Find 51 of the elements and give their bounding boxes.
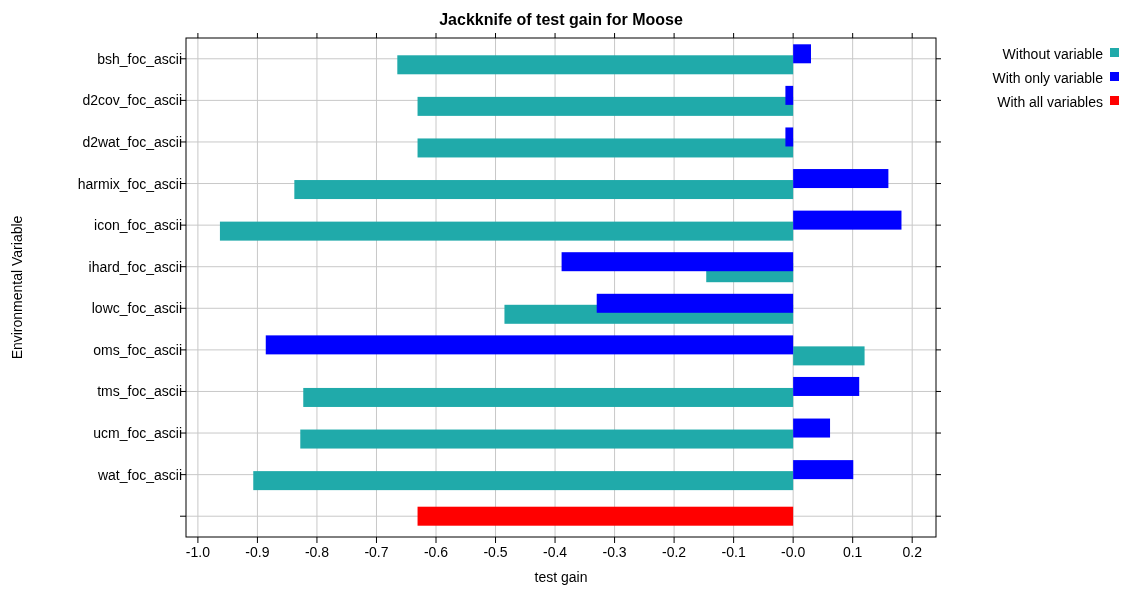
bar — [793, 418, 831, 438]
y-tick-label: icon_foc_ascii — [94, 217, 182, 234]
y-tick-label: lowc_foc_ascii — [91, 300, 182, 317]
x-tick-label: -0.2 — [662, 544, 687, 560]
x-tick-label: 0.2 — [902, 544, 923, 560]
y-tick-label: oms_foc_ascii — [93, 341, 182, 358]
legend-label: With only variable — [992, 70, 1104, 86]
y-tick-label: wat_foc_ascii — [96, 466, 182, 483]
bar — [397, 55, 794, 75]
bar — [294, 180, 794, 200]
bar — [793, 346, 865, 366]
bar — [793, 44, 811, 64]
bar — [561, 252, 794, 272]
x-tick-label: -0.4 — [542, 544, 568, 560]
bar — [785, 127, 794, 147]
y-tick-label: d2wat_foc_ascii — [82, 133, 182, 150]
bar — [303, 387, 794, 407]
bar — [596, 293, 794, 313]
y-tick-label: ihard_foc_ascii — [88, 258, 182, 275]
bar — [793, 460, 854, 480]
bar — [793, 376, 860, 396]
bar — [785, 85, 794, 105]
bar — [793, 210, 902, 230]
bar — [265, 335, 794, 355]
x-tick-label: -0.1 — [721, 544, 746, 560]
legend-label: With all variables — [997, 94, 1103, 110]
bar — [219, 221, 794, 241]
y-tick-label: tms_foc_ascii — [97, 383, 182, 400]
chart-title: Jackknife of test gain for Moose — [439, 11, 683, 28]
y-tick-label: bsh_foc_ascii — [97, 50, 182, 67]
x-tick-label: -0.3 — [602, 544, 627, 560]
bar — [417, 138, 794, 158]
x-tick-label: -0.7 — [364, 544, 389, 560]
x-tick-label: -1.0 — [185, 544, 211, 560]
bar — [253, 471, 794, 491]
y-axis-title: Environmental Variable — [9, 215, 25, 360]
x-tick-label: -0.0 — [781, 544, 806, 560]
x-tick-label: -0.9 — [245, 544, 270, 560]
legend-label: Without variable — [1002, 46, 1104, 62]
x-tick-label: -0.8 — [304, 544, 330, 560]
y-tick-label: harmix_foc_ascii — [77, 175, 182, 192]
x-axis-title: test gain — [534, 569, 588, 585]
x-tick-label: -0.5 — [483, 544, 508, 560]
x-tick-label: 0.1 — [842, 544, 863, 560]
x-tick-label: -0.6 — [423, 544, 449, 560]
bar — [300, 429, 794, 449]
y-tick-label: ucm_foc_ascii — [93, 425, 182, 442]
bar — [417, 96, 794, 116]
bar — [793, 169, 889, 189]
bar — [417, 506, 794, 526]
y-tick-label: d2cov_foc_ascii — [82, 92, 182, 109]
